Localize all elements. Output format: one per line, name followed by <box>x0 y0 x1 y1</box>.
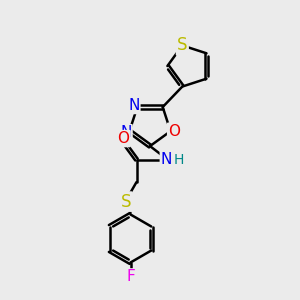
Text: O: O <box>168 124 180 139</box>
Text: N: N <box>120 125 131 140</box>
Text: N: N <box>161 152 172 167</box>
Text: S: S <box>121 193 131 211</box>
Text: O: O <box>118 131 130 146</box>
Text: H: H <box>174 153 184 166</box>
Text: F: F <box>126 269 135 284</box>
Text: S: S <box>177 37 188 55</box>
Text: N: N <box>128 98 140 113</box>
